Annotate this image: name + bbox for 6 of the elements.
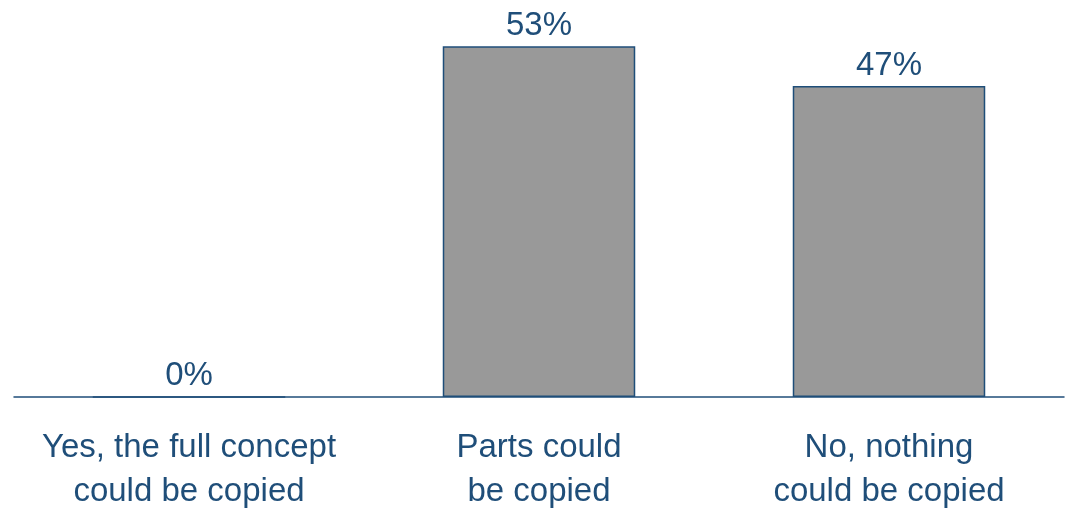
x-tick-label: Yes, the full concept could be copied bbox=[41, 426, 337, 508]
data-label: 53% bbox=[505, 5, 573, 43]
x-tick-label: No, nothing could be copied bbox=[773, 426, 1005, 508]
x-tick-label: Parts could be copied bbox=[456, 426, 622, 508]
data-label: 0% bbox=[165, 355, 213, 393]
data-label: 47% bbox=[855, 45, 923, 82]
